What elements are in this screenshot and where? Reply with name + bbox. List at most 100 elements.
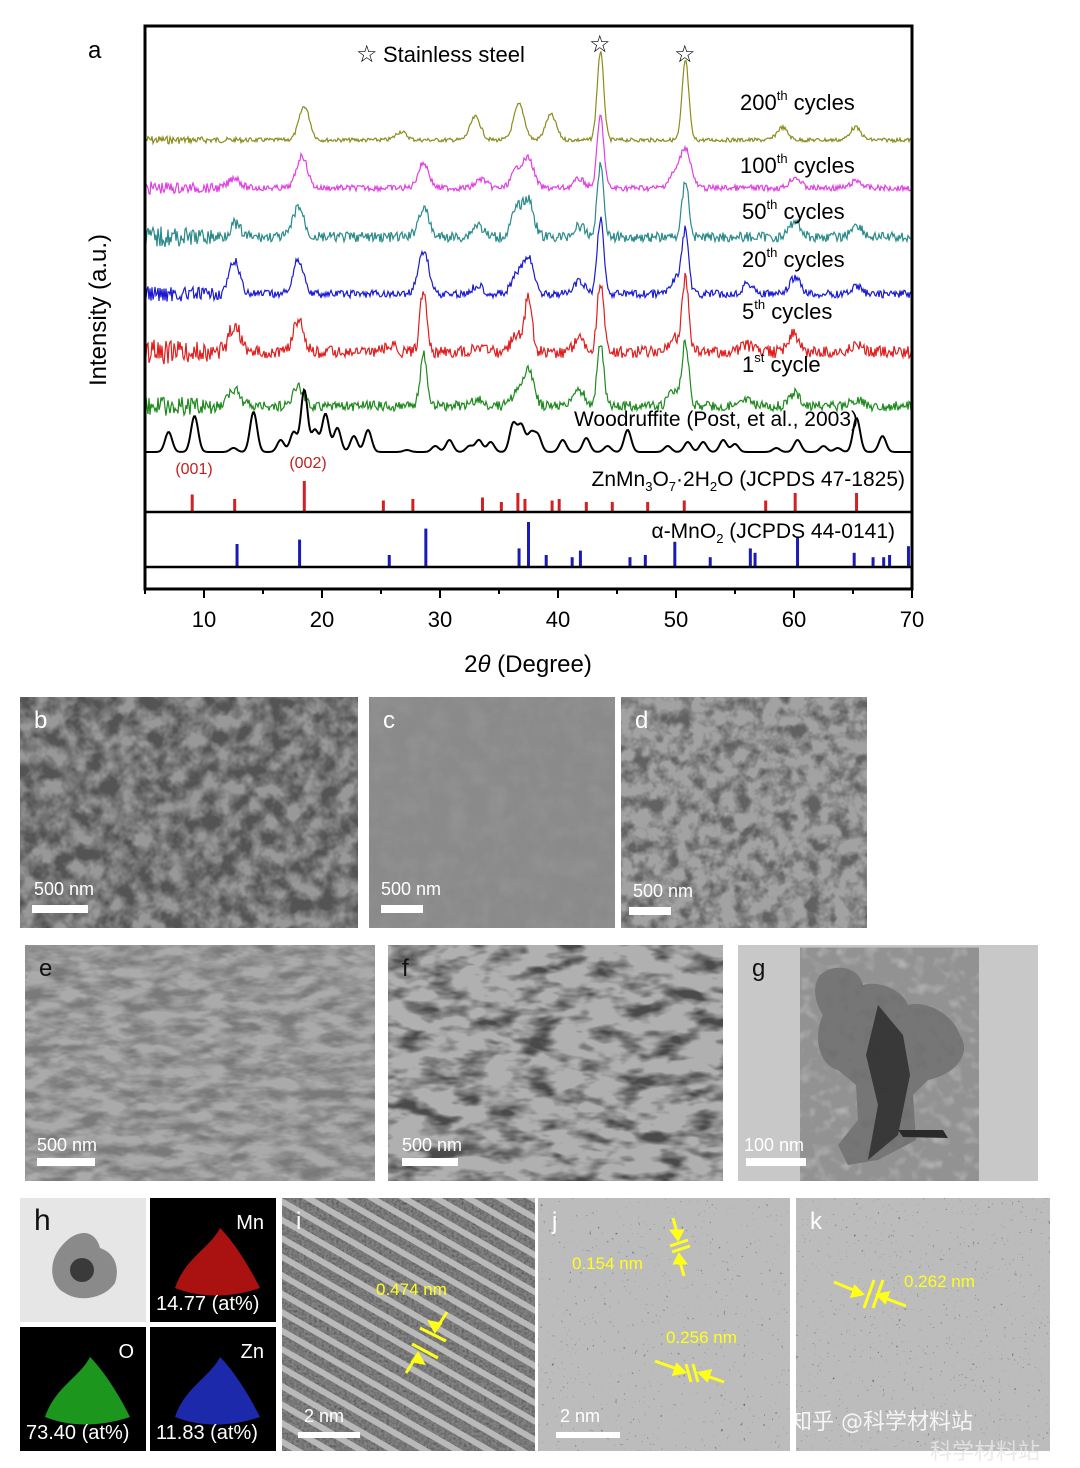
- star-icon: ☆: [674, 40, 696, 68]
- series-label: 200th cycles: [740, 88, 855, 115]
- panel-label: j: [552, 1208, 558, 1235]
- sem-panel-e-overlay: e 500 nm: [25, 945, 375, 1181]
- scale-bar-label: 500 nm: [633, 881, 694, 901]
- sem-texture: [20, 697, 358, 928]
- mn-distribution: [175, 1228, 260, 1296]
- series-label: 5th cycles: [742, 297, 832, 324]
- xrd-chart: 10 20 30 40 50 60 70 a Intensity (a.u.) 2θ (De…: [85, 24, 924, 678]
- series-labels: 200th cycles 100th cycles 50th cycles 20th …: [574, 88, 858, 431]
- panel-label-a: a: [88, 37, 102, 64]
- series-label: 1st cycle: [742, 350, 821, 377]
- ref1-label: ZnMn3O7·2H2O (JCPDS 47-1825): [592, 468, 905, 494]
- sem-panel-f: f 500 nm: [388, 945, 723, 1181]
- atomic-percent: 11.83 (at%): [156, 1422, 258, 1444]
- x-axis-label: 2θ (Degree): [464, 651, 592, 678]
- watermark-line1: 知乎 @科学材料站: [790, 1410, 973, 1435]
- sem-panel-c: c 500 nm: [369, 697, 615, 928]
- xrd-trace: [145, 216, 912, 303]
- scale-bar-label: 2 nm: [304, 1406, 345, 1426]
- series-label: 100th cycles: [740, 151, 855, 178]
- series-label: 20th cycles: [742, 245, 845, 272]
- hrtem-panel-j: j 0.154 nm 0.256 nm 2 nm: [538, 1198, 790, 1451]
- lattice-texture: [538, 1198, 790, 1451]
- x-tick-label: 60: [782, 607, 806, 632]
- sem-texture: [388, 945, 723, 1181]
- xrd-trace: [146, 387, 911, 453]
- particle-image: [52, 1233, 117, 1299]
- xrd-trace: [145, 114, 912, 196]
- scale-bar: [746, 1158, 806, 1166]
- x-tick-label: 50: [664, 607, 688, 632]
- xrd-trace: [145, 272, 912, 365]
- x-tick-label: 40: [546, 607, 570, 632]
- o-distribution: [45, 1357, 130, 1425]
- scale-bar: [37, 1158, 95, 1166]
- sem-texture: [25, 945, 375, 1181]
- element-label: O: [118, 1341, 134, 1363]
- star-icon: ☆: [589, 30, 611, 58]
- ref2-label: α-MnO2 (JCPDS 44-0141): [652, 520, 895, 546]
- lattice-fringes: [282, 1198, 535, 1451]
- d-spacing-label: 0.262 nm: [904, 1272, 975, 1291]
- element-label: Mn: [236, 1212, 264, 1234]
- panel-label: c: [383, 707, 395, 734]
- sem-texture: [621, 697, 867, 928]
- watermark-line2: 科学材料站: [930, 1440, 1041, 1465]
- sem-panel-b: b 500 nm: [20, 697, 358, 928]
- panel-label: k: [810, 1208, 822, 1235]
- xrd-trace: [145, 161, 912, 248]
- atomic-percent: 73.40 (at%): [26, 1422, 130, 1444]
- hrtem-panel-i: i 0.474 nm 2 nm: [282, 1198, 535, 1451]
- scale-bar: [629, 907, 671, 915]
- scale-bar-label: 500 nm: [34, 879, 95, 899]
- series-label: 50th cycles: [742, 197, 845, 224]
- panel-label: i: [296, 1208, 302, 1235]
- tem-particle: [815, 967, 965, 1165]
- xrd-trace: [145, 51, 912, 146]
- scale-bar-label: 500 nm: [402, 1135, 463, 1155]
- star-icon: ☆: [356, 40, 378, 68]
- x-tick-label: 20: [310, 607, 334, 632]
- panel-label: e: [39, 955, 53, 982]
- scale-bar: [381, 905, 423, 913]
- element-label: Zn: [240, 1341, 264, 1363]
- x-tick-label: 70: [900, 607, 924, 632]
- scale-bar-label: 100 nm: [744, 1135, 805, 1155]
- d-spacing-label: 0.474 nm: [376, 1280, 447, 1299]
- panel-label: h: [34, 1204, 51, 1237]
- x-tick-label: 30: [428, 607, 452, 632]
- scale-bar: [402, 1158, 458, 1166]
- tem-panel-g: g 100 nm: [738, 945, 1038, 1181]
- hrtem-panel-k: k 0.262 nm: [796, 1198, 1050, 1451]
- woodruffite-label: Woodruffite (Post, et al., 2003): [574, 408, 858, 431]
- scale-bar: [32, 905, 88, 913]
- xrd-traces: [145, 51, 912, 453]
- hkl-002: (002): [289, 455, 326, 472]
- stainless-steel-legend: Stainless steel: [383, 42, 525, 67]
- panel-label: f: [402, 955, 409, 982]
- lattice-texture: [796, 1198, 1050, 1451]
- hkl-001: (001): [175, 461, 212, 478]
- panel-label: b: [34, 707, 48, 734]
- eds-haadf-image: h: [20, 1198, 146, 1322]
- y-axis-label: Intensity (a.u.): [85, 234, 112, 386]
- zn-distribution: [175, 1357, 260, 1425]
- plot-frame: [143, 24, 914, 591]
- sem-texture: [369, 697, 615, 928]
- eds-map-o: O 73.40 (at%): [20, 1327, 146, 1451]
- sem-panel-d: d 500 nm: [621, 697, 867, 928]
- d-spacing-label-2: 0.256 nm: [666, 1328, 737, 1347]
- scale-bar: [556, 1432, 620, 1438]
- x-axis-ticks: 10 20 30 40 50 60 70: [144, 589, 924, 632]
- scale-bar-label: 2 nm: [560, 1406, 601, 1426]
- scale-bar-label: 500 nm: [37, 1135, 98, 1155]
- atomic-percent: 14.77 (at%): [156, 1293, 260, 1315]
- x-tick-label: 10: [192, 607, 216, 632]
- panel-label: g: [752, 955, 766, 982]
- eds-map-zn: Zn 11.83 (at%): [150, 1327, 276, 1451]
- panel-label: d: [635, 707, 649, 734]
- reference-sticks: [190, 481, 910, 566]
- scale-bar-label: 500 nm: [381, 879, 442, 899]
- scale-bar: [298, 1432, 360, 1438]
- xrd-trace: [145, 339, 912, 418]
